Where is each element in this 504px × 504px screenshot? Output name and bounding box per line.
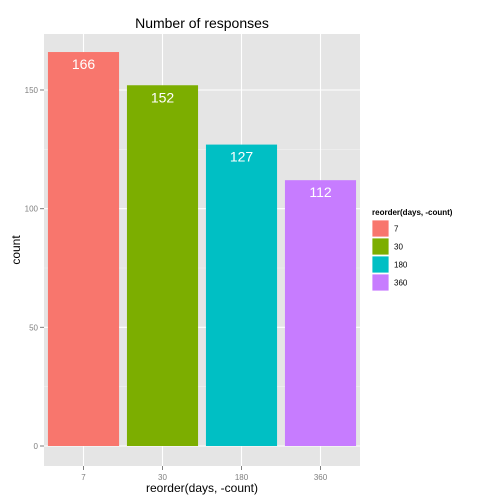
- x-axis: 7 30 180 360: [81, 466, 328, 482]
- value-label-180: 127: [230, 149, 254, 165]
- y-axis-title: count: [9, 235, 23, 265]
- y-axis: 0 50 100 150: [25, 86, 44, 451]
- legend-label-7: 7: [394, 225, 399, 234]
- legend-key-360: [371, 273, 390, 292]
- legend-key-180: [371, 255, 390, 274]
- y-tick-label: 50: [29, 323, 38, 332]
- legend-label-180: 180: [394, 261, 408, 270]
- legend-label-360: 360: [394, 279, 408, 288]
- x-tick-label: 30: [158, 473, 167, 482]
- legend-items: 7 30 180 360: [371, 219, 408, 292]
- bars: [47, 52, 357, 447]
- bar-360: [284, 180, 357, 447]
- x-tick-label: 180: [235, 473, 249, 482]
- bar-7: [47, 52, 120, 446]
- y-tick-label: 100: [25, 205, 39, 214]
- value-label-360: 112: [309, 184, 332, 200]
- bar-30: [126, 85, 199, 447]
- legend-title: reorder(days, -count): [372, 208, 453, 217]
- legend: reorder(days, -count) 7 30 180 360: [371, 208, 453, 292]
- legend-key-7: [371, 219, 390, 238]
- x-tick-label: 360: [314, 473, 328, 482]
- y-tick-label: 150: [25, 86, 39, 95]
- bar-180: [205, 144, 278, 446]
- x-axis-title: reorder(days, -count): [146, 481, 258, 495]
- x-tick-label: 7: [81, 473, 86, 482]
- value-labels: 166 152 127 112: [72, 56, 332, 200]
- legend-label-30: 30: [394, 243, 403, 252]
- y-tick-label: 0: [34, 442, 39, 451]
- legend-key-30: [371, 237, 390, 256]
- chart-title: Number of responses: [135, 15, 269, 31]
- value-label-30: 152: [151, 89, 175, 105]
- value-label-7: 166: [72, 56, 96, 72]
